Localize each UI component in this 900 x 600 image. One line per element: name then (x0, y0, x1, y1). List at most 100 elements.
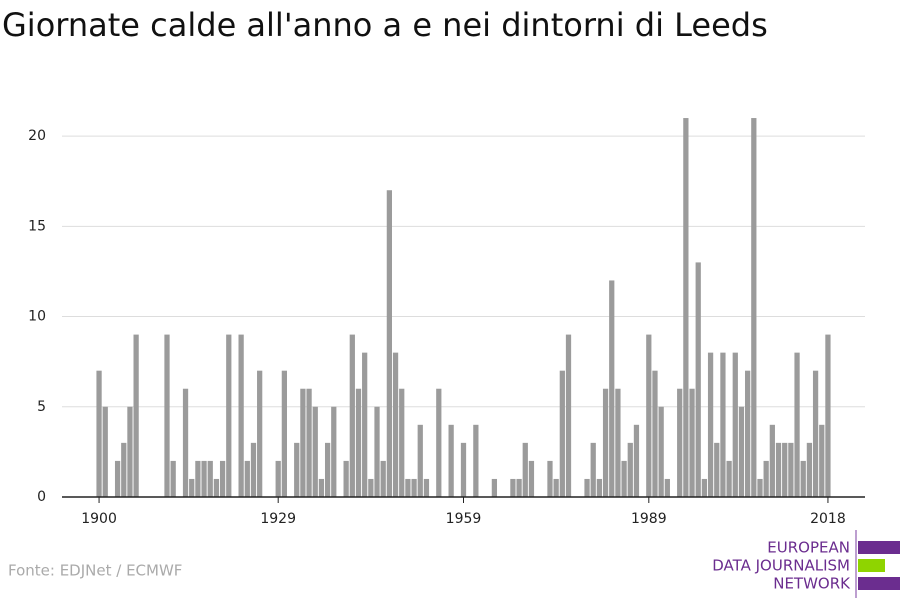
bar (164, 334, 170, 497)
x-tick-label: 1989 (631, 511, 667, 527)
bar (281, 370, 287, 497)
y-tick-label: 20 (28, 128, 46, 144)
bar (491, 478, 498, 497)
bar (806, 442, 813, 497)
y-tick-label: 5 (37, 399, 46, 415)
bar (633, 424, 640, 497)
logo-bar (858, 577, 900, 590)
bar (189, 478, 195, 497)
bar (510, 478, 516, 497)
bar (368, 478, 374, 497)
logo-text: EUROPEAN (767, 539, 850, 557)
bar (757, 478, 763, 497)
bar (788, 442, 794, 497)
bar (386, 190, 393, 497)
y-tick-label: 15 (28, 218, 46, 234)
x-tick-label: 1929 (260, 511, 296, 527)
bar (825, 334, 831, 497)
bar (417, 424, 423, 497)
y-tick-label: 10 (28, 309, 46, 325)
bar (121, 442, 127, 497)
bar (324, 442, 331, 497)
bar (689, 388, 695, 497)
bar (312, 406, 318, 497)
bar (213, 478, 220, 497)
bar (769, 424, 775, 497)
bar (596, 478, 603, 497)
bar (226, 334, 232, 497)
bar (114, 460, 121, 497)
bar (374, 406, 380, 497)
bar (652, 370, 658, 497)
bar (250, 442, 257, 497)
bar (565, 334, 572, 497)
bar (547, 460, 553, 497)
bar (590, 442, 596, 497)
bar (763, 460, 769, 497)
bar (318, 478, 325, 497)
bar (343, 460, 349, 497)
bar (745, 370, 751, 497)
logo-text: DATA JOURNALISM (712, 557, 850, 575)
bar (812, 370, 819, 497)
logo-bar (858, 541, 900, 554)
bar (726, 460, 732, 497)
bar (782, 442, 788, 497)
bar (683, 118, 689, 497)
x-tick-label: 2018 (810, 511, 846, 527)
bar (411, 478, 417, 497)
bar (133, 334, 139, 497)
bar (720, 352, 726, 497)
bar (392, 352, 399, 497)
bar (751, 118, 757, 497)
bar (460, 442, 467, 497)
source: Fonte: EDJNet / ECMWF (8, 562, 182, 580)
bar (257, 370, 263, 497)
bar (219, 460, 226, 497)
bar (522, 442, 528, 497)
bar (127, 406, 133, 497)
bar (275, 460, 281, 497)
bar (201, 460, 207, 497)
bar (800, 460, 806, 497)
bar (516, 478, 522, 497)
bar (695, 262, 701, 497)
bar (615, 388, 621, 497)
bar (405, 478, 411, 497)
bar (609, 280, 615, 497)
bar (170, 460, 176, 497)
y-tick-label: 0 (37, 489, 46, 505)
logo-bar (858, 559, 885, 572)
bar (559, 370, 565, 497)
bar (707, 352, 714, 497)
bar (448, 424, 454, 497)
x-tick-label: 1900 (81, 511, 117, 527)
bar (399, 388, 405, 497)
bar (195, 460, 201, 497)
bar (621, 460, 627, 497)
chart-title: Giornate calde all'anno a e nei dintorni… (2, 6, 768, 44)
bar (677, 388, 683, 497)
bar (775, 442, 782, 497)
bar (207, 460, 213, 497)
bar (349, 334, 355, 497)
bar (355, 388, 362, 497)
bar (646, 334, 652, 497)
bar (714, 442, 720, 497)
x-tick-label: 1959 (446, 511, 482, 527)
bar (602, 388, 609, 497)
bar (331, 406, 337, 497)
bar (627, 442, 633, 497)
bar (701, 478, 708, 497)
bar (300, 388, 306, 497)
bar (819, 424, 825, 497)
bar (473, 424, 479, 497)
bar (423, 478, 430, 497)
bar (380, 460, 386, 497)
logo-text: NETWORK (773, 575, 851, 593)
bar (362, 352, 368, 497)
bar (664, 478, 670, 497)
bar (244, 460, 250, 497)
bar (732, 352, 738, 497)
